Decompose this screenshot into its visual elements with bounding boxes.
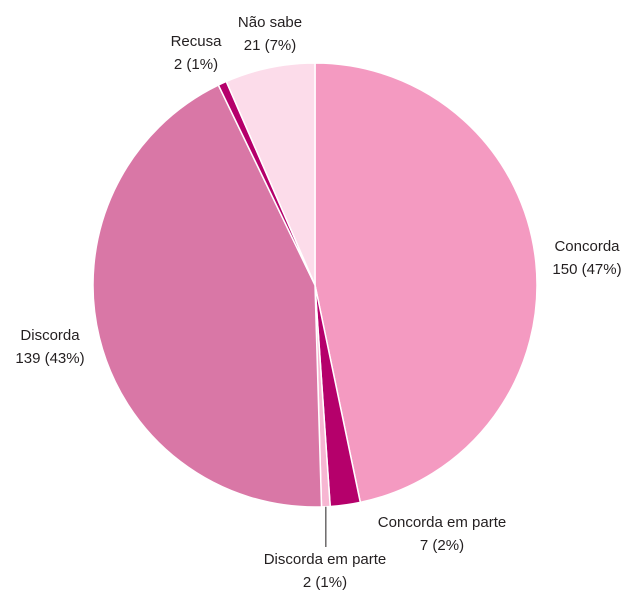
label-concorda-name: Concorda (554, 238, 620, 255)
label-recusa-name: Recusa (171, 33, 223, 50)
label-concorda-em-parte-value: 7 (2%) (420, 537, 464, 554)
label-concorda-value: 150 (47%) (552, 261, 621, 278)
pie-slice-discorda (92, 84, 323, 508)
label-discorda-em-parte-name: Discorda em parte (264, 551, 387, 568)
label-recusa-value: 2 (1%) (174, 56, 218, 73)
label-nao-sabe-name: Não sabe (238, 14, 302, 31)
label-discorda-name: Discorda (20, 327, 80, 344)
pie-slice-n-o-sabe (225, 62, 316, 286)
label-concorda-em-parte-name: Concorda em parte (378, 514, 506, 531)
label-discorda-em-parte-value: 2 (1%) (303, 574, 347, 591)
pie-slices (92, 62, 538, 508)
label-discorda-value: 139 (43%) (15, 350, 84, 367)
label-nao-sabe-value: 21 (7%) (244, 37, 297, 54)
pie-slice-concorda (314, 62, 538, 504)
